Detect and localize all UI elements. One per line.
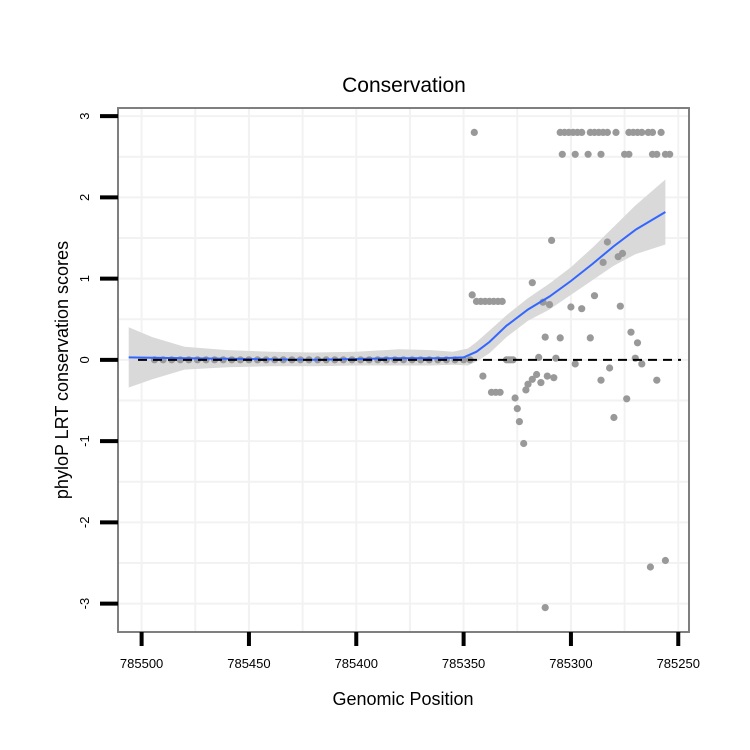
data-point-50 (496, 388, 504, 396)
data-point-122 (646, 563, 655, 571)
data-point-94 (571, 150, 579, 158)
data-point-67 (541, 333, 549, 341)
data-point-108 (590, 292, 599, 300)
data-point-124 (661, 556, 670, 565)
x-axis: 785500 785450 785400 785350 785300 785250 (120, 632, 700, 671)
data-point-96 (597, 150, 605, 158)
y-tick-label-1: -2 (77, 517, 92, 529)
data-point-68 (541, 604, 549, 612)
data-point-38 (470, 128, 478, 136)
smooth-line (128, 211, 666, 361)
data-point-73 (552, 354, 560, 362)
data-point-121 (638, 360, 646, 368)
confidence-band-area (128, 179, 666, 388)
y-tick-label-4: 1 (77, 275, 92, 282)
data-point-118 (627, 328, 635, 336)
y-axis: -3 -2 -1 0 1 2 3 (77, 113, 118, 610)
y-tick-label-3: 0 (77, 356, 92, 363)
y-tick-label-6: 3 (77, 113, 92, 120)
panel-border (117, 107, 690, 633)
data-point-93 (558, 150, 566, 158)
data-point-91 (648, 128, 657, 136)
data-point-98 (625, 150, 633, 158)
data-point-58 (520, 439, 528, 448)
data-points (150, 128, 674, 612)
data-point-71 (548, 236, 556, 244)
data-point-60 (524, 380, 532, 388)
x-tick-label-5: 785250 (657, 656, 700, 671)
data-point-102 (666, 150, 674, 158)
data-point-47 (479, 372, 487, 380)
data-point-112 (606, 364, 614, 372)
data-point-92 (657, 128, 665, 136)
data-point-70 (545, 301, 554, 309)
data-point-55 (511, 394, 519, 402)
data-point-61 (528, 375, 536, 383)
grid (118, 108, 689, 632)
data-point-115 (618, 249, 627, 257)
data-point-113 (610, 413, 618, 422)
data-point-56 (513, 405, 521, 413)
data-point-69 (543, 372, 551, 380)
data-point-123 (653, 376, 661, 384)
data-point-100 (653, 150, 661, 158)
y-axis-title: phyloP LRT conservation scores (52, 241, 72, 499)
data-point-62 (528, 279, 536, 287)
data-point-110 (599, 258, 607, 266)
data-point-63 (533, 370, 541, 379)
y-tick-label-2: -1 (77, 435, 92, 447)
data-point-120 (633, 339, 642, 347)
x-tick-label-1: 785450 (227, 656, 270, 671)
x-axis-title: Genomic Position (332, 689, 473, 709)
data-point-84 (603, 128, 612, 136)
confidence-band (128, 179, 666, 388)
x-tick-label-0: 785500 (120, 656, 163, 671)
data-point-79 (578, 128, 586, 136)
data-point-107 (586, 334, 594, 342)
data-point-103 (556, 334, 564, 342)
data-point-57 (515, 418, 524, 426)
data-point-59 (522, 386, 530, 394)
data-point-85 (612, 128, 620, 136)
smooth-line-layer (128, 211, 666, 361)
data-point-95 (584, 150, 592, 158)
data-point-109 (597, 376, 605, 384)
chart-title: Conservation (342, 74, 466, 97)
data-point-117 (623, 395, 631, 403)
data-point-106 (578, 305, 586, 313)
x-tick-label-2: 785400 (335, 656, 378, 671)
x-tick-label-4: 785300 (549, 656, 592, 671)
data-point-65 (537, 379, 545, 387)
data-point-111 (603, 238, 612, 246)
y-tick-label-0: -3 (77, 598, 92, 610)
data-point-89 (638, 128, 646, 136)
y-tick-label-5: 2 (77, 194, 92, 201)
data-point-104 (567, 303, 575, 311)
x-tick-label-3: 785350 (442, 656, 485, 671)
data-point-105 (571, 360, 579, 368)
data-point-72 (550, 374, 558, 382)
data-point-39 (468, 291, 476, 299)
data-point-116 (616, 302, 624, 310)
data-point-46 (498, 297, 506, 305)
